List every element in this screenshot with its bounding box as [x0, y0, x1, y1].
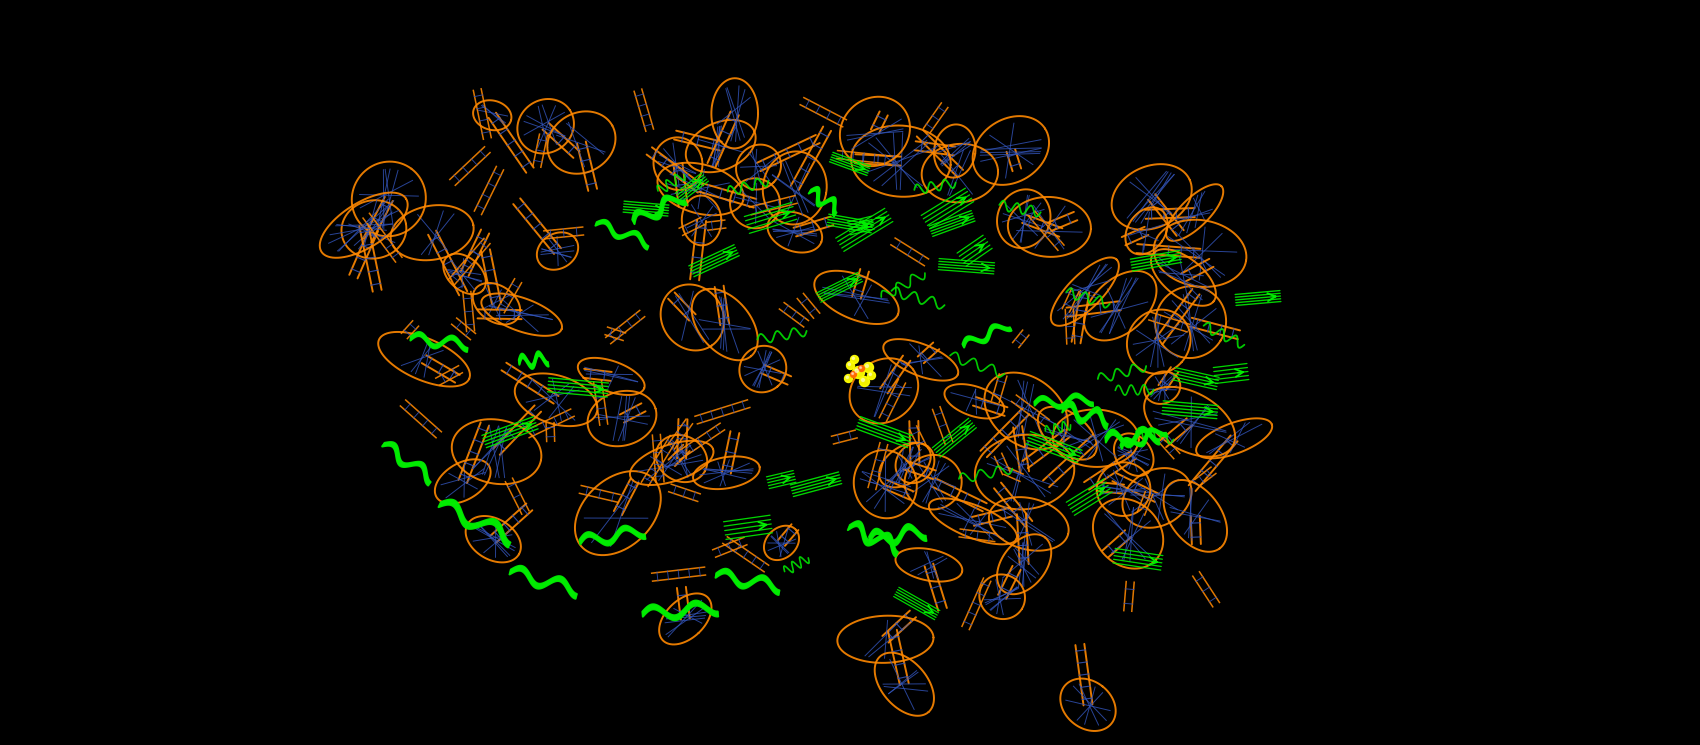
Circle shape	[862, 378, 865, 381]
Circle shape	[869, 373, 872, 375]
Circle shape	[865, 364, 869, 367]
Circle shape	[850, 372, 857, 378]
Circle shape	[852, 372, 853, 375]
Circle shape	[858, 366, 865, 372]
Circle shape	[860, 367, 862, 369]
Circle shape	[848, 363, 850, 366]
Circle shape	[845, 375, 852, 382]
Circle shape	[847, 361, 855, 370]
Circle shape	[850, 355, 858, 364]
Circle shape	[855, 369, 858, 372]
Circle shape	[852, 367, 865, 378]
Circle shape	[864, 363, 874, 372]
Circle shape	[847, 376, 848, 378]
Circle shape	[852, 357, 855, 360]
Circle shape	[860, 376, 869, 387]
Circle shape	[867, 372, 876, 379]
